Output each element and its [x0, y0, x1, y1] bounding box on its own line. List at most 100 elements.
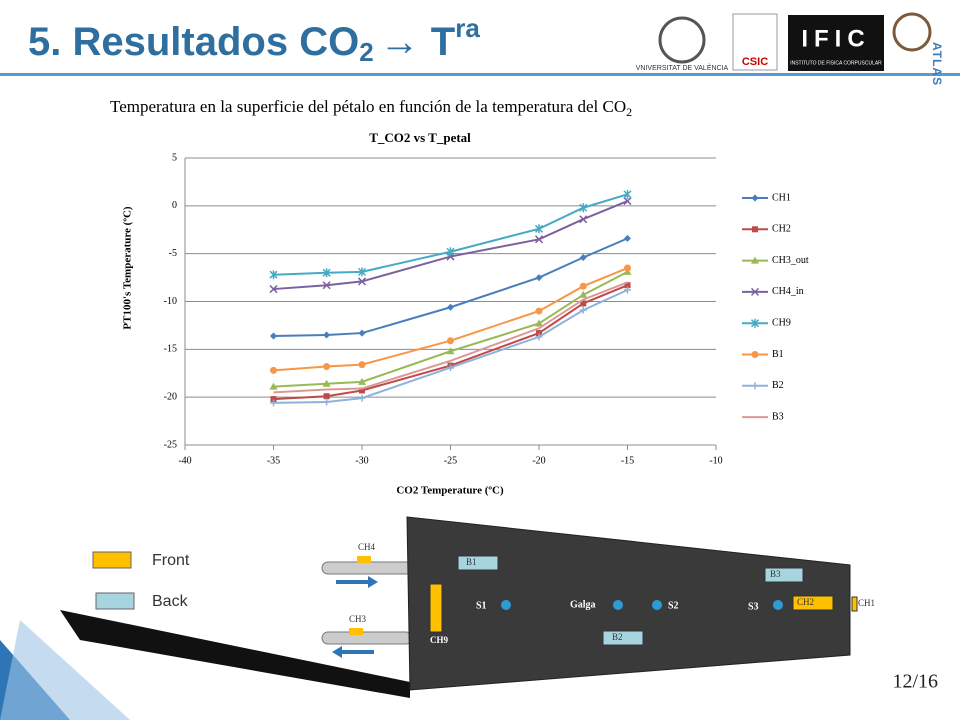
uv-logo — [658, 16, 706, 64]
x-tick-label: -35 — [267, 455, 280, 466]
sensor-label: B2 — [612, 632, 623, 642]
x-tick-label: -20 — [532, 455, 545, 466]
flow-arrow — [332, 646, 374, 658]
pipe — [321, 631, 413, 645]
legend-label: CH9 — [772, 317, 791, 328]
marker — [358, 377, 366, 385]
marker — [624, 234, 631, 242]
marker — [357, 267, 367, 277]
petal — [406, 516, 851, 691]
legend-label: B3 — [772, 411, 784, 422]
marker — [623, 189, 632, 199]
subtitle-main: Temperatura en la superficie del pétalo … — [110, 97, 626, 116]
strain-sensor — [501, 600, 511, 610]
marker — [270, 332, 277, 340]
front-swatch — [92, 551, 132, 569]
sensor-label: Galga — [570, 599, 596, 610]
back-swatch — [95, 592, 135, 610]
marker — [358, 394, 366, 402]
x-tick-label: -30 — [355, 455, 368, 466]
sensor-label: CH3 — [349, 614, 367, 624]
legend-label: CH1 — [772, 192, 791, 203]
slide-subtitle: Temperatura en la superficie del pétalo … — [110, 97, 632, 119]
marker — [446, 347, 455, 355]
marker — [447, 303, 454, 311]
marker — [447, 337, 454, 345]
marker — [624, 282, 631, 289]
marker — [323, 393, 330, 400]
y-tick-label: -15 — [164, 344, 177, 355]
chart-title: T_CO2 vs T_petal — [369, 130, 471, 145]
legend-label: CH4_in — [772, 286, 804, 297]
marker — [269, 382, 278, 390]
marker — [623, 197, 632, 206]
x-axis-label: CO2 Temperature (ºC) — [396, 485, 504, 497]
series-line — [273, 267, 628, 372]
sensor-label: S2 — [668, 600, 679, 611]
decor-triangle — [0, 620, 130, 720]
marker — [322, 379, 331, 387]
title-rule — [0, 73, 960, 76]
legend-label: CH3_out — [772, 255, 809, 266]
x-tick-label: -40 — [178, 455, 191, 466]
y-tick-label: 5 — [172, 152, 177, 163]
legend-label: B1 — [772, 349, 784, 360]
marker — [323, 331, 331, 339]
marker — [358, 361, 366, 369]
marker — [579, 215, 588, 224]
y-tick-label: -10 — [164, 296, 177, 307]
title-arrow: → T — [380, 20, 456, 64]
title-sup: ra — [455, 13, 480, 43]
marker — [270, 399, 277, 407]
sensor-label: S1 — [476, 600, 487, 611]
uv-logo-text: VNIVERSITAT DE VALÈNCIA — [636, 63, 729, 72]
ific-logo-full: INSTITUTO DE FISICA CORPUSCULAR — [790, 60, 882, 66]
legend-label: B2 — [772, 380, 784, 391]
sensor-label: B3 — [770, 569, 781, 579]
marker — [535, 333, 543, 341]
legend-marker — [752, 226, 758, 233]
marker — [579, 290, 588, 298]
marker — [322, 281, 331, 290]
ific-logo — [788, 15, 884, 71]
sensor-label: S3 — [748, 601, 759, 612]
marker — [624, 264, 631, 272]
marker — [359, 387, 365, 394]
pipe — [321, 561, 413, 575]
y-tick-label: -25 — [164, 439, 177, 450]
legend-marker — [751, 382, 759, 390]
back-label: Back — [152, 593, 189, 610]
sensor-back — [602, 630, 644, 646]
sensor-back — [764, 567, 804, 583]
x-tick-label: -25 — [444, 455, 457, 466]
marker — [579, 306, 587, 314]
marker — [446, 247, 455, 257]
legend-marker — [751, 256, 759, 264]
sensor-label: CH4 — [358, 542, 376, 552]
legend-marker — [751, 351, 759, 358]
marker — [270, 396, 277, 403]
x-tick-label: -10 — [709, 455, 722, 466]
flow-arrow — [336, 576, 378, 588]
title-main: 5. Resultados CO — [28, 20, 359, 64]
y-tick-label: -5 — [169, 248, 177, 259]
front-label: Front — [152, 552, 190, 569]
series-line — [273, 193, 628, 276]
marker — [535, 307, 543, 315]
sensor-label: B1 — [466, 557, 477, 567]
ific-logo-text: IFIC — [801, 25, 870, 52]
sensor-front — [349, 628, 363, 635]
atlas-logo — [892, 12, 932, 52]
x-tick-label: -15 — [621, 455, 634, 466]
y-tick-label: -20 — [164, 391, 177, 402]
y-axis-label: PT100's Temperature (ºC) — [122, 206, 134, 330]
sensor-back — [457, 555, 499, 571]
marker — [536, 330, 542, 337]
sensor-label: CH9 — [430, 635, 449, 645]
sensor-label: CH1 — [858, 598, 875, 608]
marker — [579, 282, 587, 290]
y-tick-label: 0 — [172, 200, 177, 211]
marker — [269, 270, 278, 280]
marker — [358, 329, 366, 337]
